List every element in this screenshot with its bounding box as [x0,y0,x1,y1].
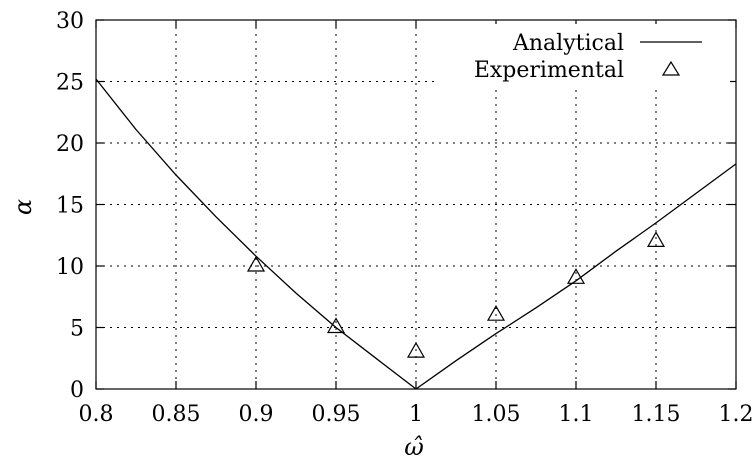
data-point-experimental [328,319,344,333]
y-tick-label: 25 [56,71,84,96]
x-tick-label: 0.8 [79,402,114,427]
legend-label-experimental: Experimental [474,58,624,83]
x-tick-label: 0.9 [239,402,274,427]
x-tick-label: 1.1 [559,402,594,427]
x-tick-labels: 0.8 0.85 0.9 0.95 1 1.05 1.1 1.15 1.2 [79,402,753,427]
y-tick-label: 30 [56,9,84,34]
x-tick-label: 1.05 [472,402,521,427]
x-tick-label: 1.2 [719,402,753,427]
y-tick-label: 10 [56,255,84,280]
x-tick-label: 1.15 [632,402,681,427]
legend: Analytical Experimental [438,24,730,86]
y-tick-label: 15 [56,194,84,219]
x-tick-label: 1 [409,402,423,427]
y-tick-label: 20 [56,132,84,157]
x-tick-label: 0.95 [312,402,361,427]
y-tick-label: 5 [70,317,84,342]
y-tick-labels: 0 5 10 15 20 25 30 [56,9,84,403]
y-axis-label: α [9,199,37,215]
legend-label-analytical: Analytical [512,31,624,56]
y-tick-label: 0 [70,378,84,403]
x-axis-label: ω̂ [404,433,424,461]
x-tick-label: 0.85 [152,402,201,427]
